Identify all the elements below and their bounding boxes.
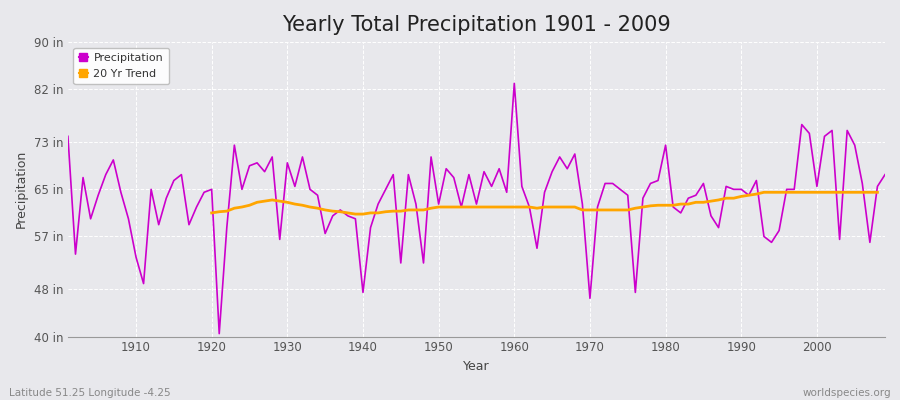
Legend: Precipitation, 20 Yr Trend: Precipitation, 20 Yr Trend [74, 48, 169, 84]
Text: worldspecies.org: worldspecies.org [803, 388, 891, 398]
Text: Latitude 51.25 Longitude -4.25: Latitude 51.25 Longitude -4.25 [9, 388, 171, 398]
Y-axis label: Precipitation: Precipitation [15, 150, 28, 228]
X-axis label: Year: Year [464, 360, 490, 373]
Title: Yearly Total Precipitation 1901 - 2009: Yearly Total Precipitation 1901 - 2009 [282, 15, 670, 35]
